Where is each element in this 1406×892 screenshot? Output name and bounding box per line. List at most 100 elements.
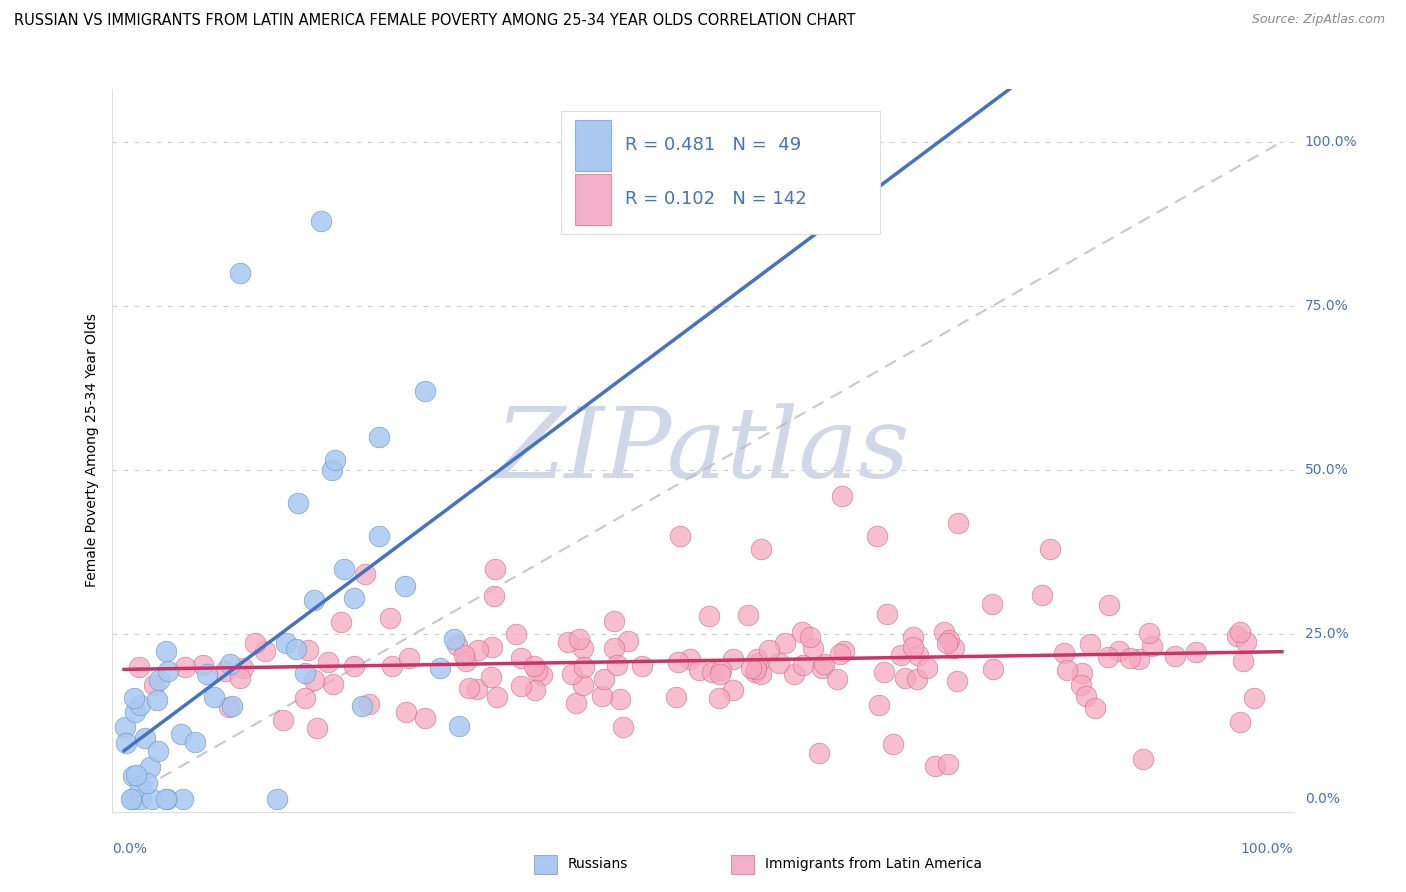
Point xyxy=(565,696,588,710)
Point xyxy=(381,659,404,673)
Point xyxy=(568,632,591,647)
Point xyxy=(894,671,917,685)
Point xyxy=(831,490,853,504)
Point xyxy=(606,657,628,672)
Point xyxy=(309,213,332,227)
Point xyxy=(173,659,195,673)
Point xyxy=(454,654,477,668)
Point xyxy=(710,663,733,677)
Point xyxy=(917,661,939,675)
Point xyxy=(700,665,723,679)
Point xyxy=(129,698,152,712)
Text: 100.0%: 100.0% xyxy=(1305,135,1357,149)
Point xyxy=(721,652,744,666)
Point xyxy=(354,567,377,582)
Point xyxy=(744,665,766,679)
Point xyxy=(285,641,308,656)
Point xyxy=(1185,645,1208,659)
Point xyxy=(901,630,924,644)
Point xyxy=(801,641,824,656)
Point xyxy=(134,731,156,745)
Text: ZIPatlas: ZIPatlas xyxy=(496,403,910,498)
Point xyxy=(1243,690,1265,705)
Bar xyxy=(575,174,610,225)
Point xyxy=(122,769,145,783)
Point xyxy=(522,658,544,673)
Point xyxy=(1119,651,1142,665)
Point xyxy=(429,661,451,675)
Point xyxy=(945,673,967,688)
Point xyxy=(630,658,652,673)
Point xyxy=(907,648,929,662)
Point xyxy=(1053,646,1076,660)
Text: Russians: Russians xyxy=(568,857,628,871)
Point xyxy=(297,642,319,657)
Point xyxy=(679,651,702,665)
Point xyxy=(1229,625,1251,640)
Point xyxy=(792,658,814,673)
Point xyxy=(603,640,626,655)
Point xyxy=(266,791,288,805)
Point xyxy=(1226,629,1249,643)
Point xyxy=(443,632,465,646)
Point xyxy=(129,791,152,805)
Point xyxy=(505,627,527,641)
Text: 75.0%: 75.0% xyxy=(1305,299,1348,313)
Point xyxy=(367,430,389,444)
Point xyxy=(1031,588,1053,602)
Point xyxy=(981,598,1004,612)
Point xyxy=(413,711,436,725)
Point xyxy=(156,791,179,805)
Point xyxy=(811,661,834,675)
Point xyxy=(139,760,162,774)
Point xyxy=(141,791,163,805)
Point xyxy=(394,579,416,593)
Point xyxy=(1097,650,1119,665)
Point xyxy=(783,666,806,681)
Point xyxy=(768,656,790,670)
Point xyxy=(510,679,533,693)
Point xyxy=(709,667,731,681)
Point xyxy=(1128,651,1150,665)
Point xyxy=(612,720,634,734)
Point xyxy=(747,656,769,670)
Point xyxy=(799,630,821,644)
Point xyxy=(218,699,240,714)
Point xyxy=(617,633,640,648)
Point xyxy=(1137,626,1160,640)
Point xyxy=(129,780,152,794)
Point xyxy=(876,607,898,621)
Point xyxy=(749,541,772,556)
Point xyxy=(1084,700,1107,714)
Point xyxy=(142,678,165,692)
Point xyxy=(603,614,626,628)
Point xyxy=(1097,598,1119,612)
Point xyxy=(333,562,356,576)
Point xyxy=(115,736,138,750)
Point xyxy=(813,657,835,671)
Point xyxy=(591,689,613,703)
Point xyxy=(202,690,225,705)
Point xyxy=(467,643,489,657)
Point xyxy=(827,672,849,686)
Point xyxy=(868,698,890,712)
Bar xyxy=(575,120,610,170)
Point xyxy=(1108,644,1130,658)
Point xyxy=(572,640,595,655)
Point xyxy=(572,659,595,673)
Point xyxy=(509,651,531,665)
Point xyxy=(873,665,896,679)
Point xyxy=(170,727,193,741)
Point xyxy=(350,699,373,714)
Point xyxy=(446,638,468,652)
Point xyxy=(484,562,506,576)
Point xyxy=(122,791,145,805)
Point xyxy=(526,664,548,678)
Point xyxy=(758,643,780,657)
Point xyxy=(557,635,579,649)
Point xyxy=(453,648,475,662)
Text: 50.0%: 50.0% xyxy=(1305,463,1348,477)
Point xyxy=(214,664,236,678)
Point xyxy=(745,651,768,665)
Point xyxy=(665,690,688,705)
